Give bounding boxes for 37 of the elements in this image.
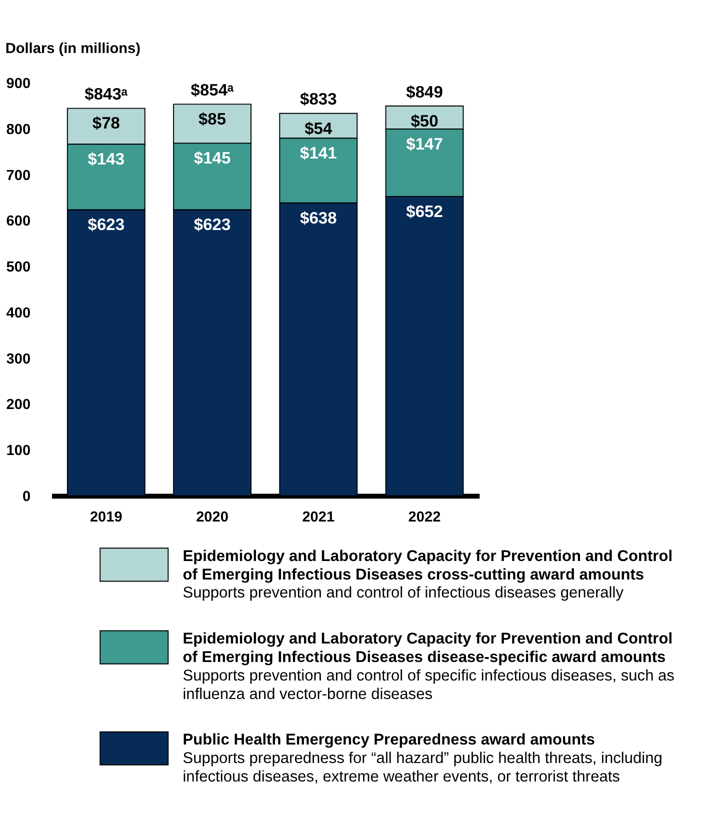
y-tick-label: 200 — [6, 397, 31, 414]
text: Supports prevention and control of specific infectious diseases, such as influenza and vector-borne diseases — [182, 667, 675, 703]
data-label: $623 — [88, 215, 125, 234]
data-label: $143 — [88, 150, 125, 169]
y-tick-label: 400 — [6, 305, 31, 322]
data-label: $623 — [194, 215, 231, 234]
y-tick-label: 100 — [6, 443, 31, 460]
data-label: $85 — [198, 110, 226, 129]
x-tick-label: 2022 — [408, 509, 441, 526]
data-label: $54 — [304, 118, 333, 138]
text: Supports prevention and control of infectious diseases generally — [182, 584, 624, 602]
data-label: $147 — [406, 134, 443, 154]
y-axis-title: Dollars (in millions) — [5, 40, 141, 57]
y-tick-label: 300 — [6, 351, 31, 368]
legend-label: Epidemiology and Laboratory Capacity for Prevention and Control of Emerging Infectious Diseases cross-cutting award amounts — [182, 548, 673, 584]
data-label: $141 — [300, 144, 337, 163]
x-tick-label: 2019 — [90, 509, 122, 526]
y-tick-label: 500 — [6, 260, 31, 276]
x-tick-label: 2021 — [302, 509, 335, 526]
y-tick-label: 600 — [6, 214, 31, 230]
y-tick-label: 900 — [6, 76, 31, 92]
legend-label: Public Health Emergency Preparedness award amounts — [182, 731, 596, 748]
data-label: $50 — [410, 111, 438, 130]
total-label: $854ᵃ — [190, 80, 235, 100]
text: Supports preparedness for “all hazard” public health threats, including infectious diseases, extreme weather events, or terrorist threats — [182, 750, 662, 786]
data-label: $145 — [194, 148, 231, 168]
data-label: $78 — [92, 114, 120, 133]
y-tick-label: 0 — [22, 489, 31, 506]
x-tick-label: 2020 — [196, 509, 228, 526]
data-label: $652 — [406, 202, 443, 221]
data-label: $638 — [300, 208, 337, 228]
total-label: $849 — [406, 82, 443, 102]
total-label: $843ᵃ — [84, 84, 128, 104]
y-tick-label: 700 — [6, 168, 31, 184]
y-tick-label: 800 — [6, 122, 31, 138]
total-label: $833 — [300, 90, 337, 109]
legend-label: Epidemiology and Laboratory Capacity for Prevention and Control of Emerging Infectious Diseases disease-specific award amounts — [182, 630, 673, 666]
